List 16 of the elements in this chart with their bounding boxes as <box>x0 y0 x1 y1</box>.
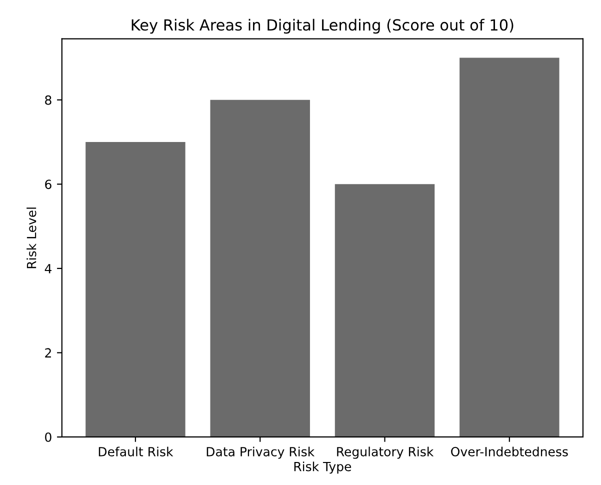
chart-title: Key Risk Areas in Digital Lending (Score out of 10) <box>132 18 514 34</box>
y-tick-label: 6 <box>45 180 52 190</box>
y-tick-label: 8 <box>45 95 52 105</box>
bar <box>86 142 186 437</box>
x-tick-label: Regulatory Risk <box>337 446 434 459</box>
bar <box>334 184 435 437</box>
x-axis-title: Risk Type <box>294 462 352 474</box>
x-tick-label: Default Risk <box>98 446 174 456</box>
y-axis-title: Risk Level <box>26 208 36 268</box>
bar <box>210 100 310 437</box>
y-tick-label: 0 <box>45 432 52 442</box>
y-tick-label: 4 <box>44 264 52 274</box>
x-tick-label: Over-Indebtedness <box>451 446 568 456</box>
x-tick-label: Data Privacy Risk <box>206 446 315 459</box>
y-tick-label: 2 <box>45 348 51 358</box>
bar <box>460 58 560 437</box>
